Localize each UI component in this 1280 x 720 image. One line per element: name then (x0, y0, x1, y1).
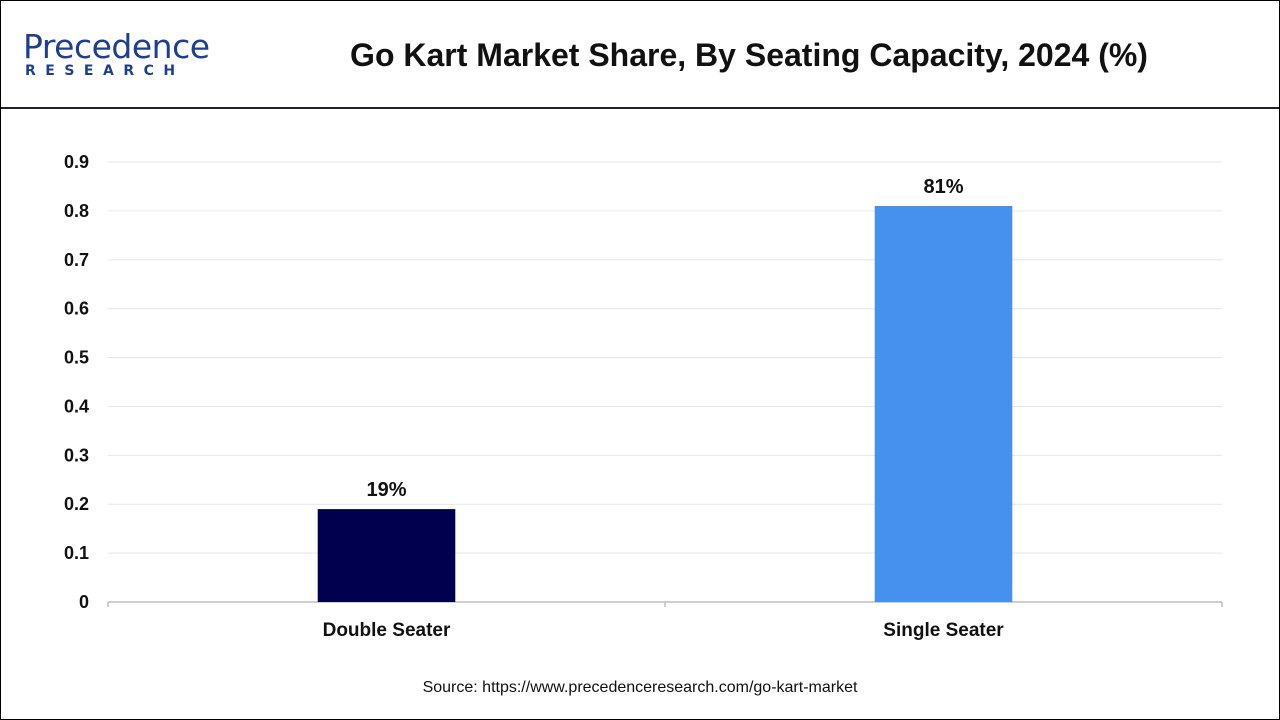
y-tick-label: 0.6 (64, 299, 89, 319)
source-note: Source: https://www.precedenceresearch.c… (422, 679, 858, 696)
x-category-label: Single Seater (883, 620, 1004, 641)
data-label: 19% (366, 479, 406, 501)
chart-title: Go Kart Market Share, By Seating Capacit… (350, 37, 1148, 73)
bar (874, 206, 1013, 602)
header-bar: Precedence RESEARCH Go Kart Market Share… (1, 1, 1279, 109)
y-tick-label: 0.7 (64, 250, 89, 270)
y-tick-label: 0.5 (64, 348, 89, 368)
y-tick-label: 0 (79, 592, 89, 612)
y-tick-label: 0.9 (64, 152, 89, 172)
y-tick-label: 0.1 (64, 543, 89, 563)
x-category-label: Double Seater (323, 620, 451, 641)
y-tick-label: 0.2 (64, 494, 89, 514)
y-tick-label: 0.4 (64, 396, 89, 416)
brand-logo: Precedence RESEARCH (23, 29, 223, 85)
y-tick-label: 0.3 (64, 445, 89, 465)
y-tick-label: 0.8 (64, 201, 89, 221)
bar-chart: 0 0.1 0.2 0.3 0.4 0.5 0.6 0.7 0.8 0.9 19% Double Se… (64, 152, 1223, 641)
data-label: 81% (923, 176, 963, 198)
brand-name-sub: RESEARCH (25, 63, 185, 79)
bar (317, 509, 456, 602)
brand-name-main: Precedence (23, 27, 210, 66)
